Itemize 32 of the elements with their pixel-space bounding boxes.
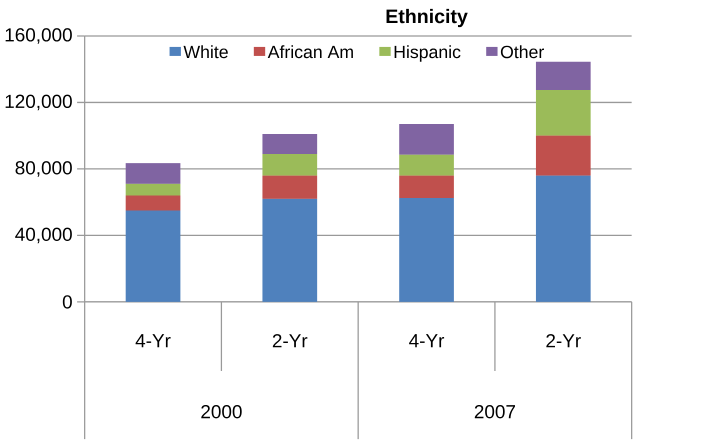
bar [536, 62, 591, 90]
bar [399, 198, 454, 302]
bar [126, 184, 180, 196]
bar [399, 154, 454, 176]
bar [399, 124, 454, 155]
y-tick-label: 120,000 [6, 94, 72, 110]
x-tick-label: 4-Yr [136, 334, 171, 348]
bar [126, 163, 180, 184]
bar [262, 176, 318, 199]
bar [262, 154, 318, 176]
bar [399, 176, 454, 198]
y-tick-label: 160,000 [6, 28, 72, 44]
bar [126, 196, 180, 211]
chart-title: Ethnicity [386, 8, 468, 28]
bar [536, 176, 591, 302]
y-tick-label: 40,000 [15, 228, 72, 244]
bar [536, 90, 591, 136]
bar [262, 198, 318, 302]
x-tick-label: 2-Yr [272, 334, 308, 348]
y-tick-label: 0 [62, 295, 72, 309]
legend-label: White [184, 45, 228, 58]
x-tick-label: 4-Yr [409, 334, 444, 348]
legend-label: African Am [268, 45, 353, 58]
y-tick-label: 80,000 [16, 161, 72, 177]
bar [126, 210, 180, 302]
x-tick-label: 2-Yr [546, 334, 581, 348]
legend-label: Hispanic [394, 45, 460, 62]
legend-label: Other [500, 45, 544, 58]
text: 2007 [474, 405, 516, 418]
text: 2000 [201, 405, 242, 418]
bar [262, 134, 318, 154]
bar [536, 136, 591, 176]
